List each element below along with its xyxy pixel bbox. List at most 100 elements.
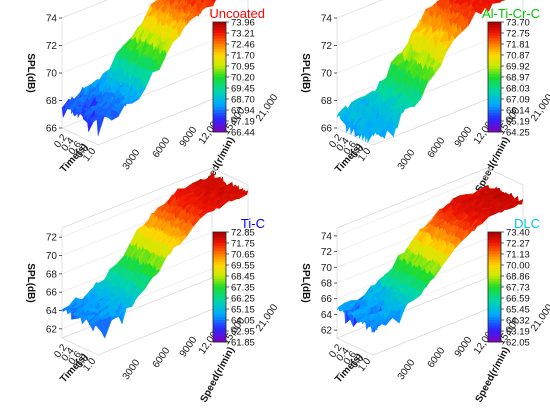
colorbar-segment xyxy=(213,265,226,268)
y-tick-label: 21,000 xyxy=(254,92,281,124)
colorbar-segment xyxy=(213,99,226,102)
colorbar-segment xyxy=(213,124,226,127)
z-tick-label: 64 xyxy=(321,310,333,321)
surface-cell xyxy=(124,305,132,309)
colorbar-segment xyxy=(213,268,226,271)
colorbar-segment xyxy=(488,238,501,241)
colorbar-segment xyxy=(213,235,226,238)
colorbar-segment xyxy=(488,249,501,252)
colorbar-tick-label: 71.13 xyxy=(506,249,530,260)
colorbar-segment xyxy=(213,249,226,252)
colorbar-tick-label: 68.86 xyxy=(506,271,530,282)
colorbar-segment xyxy=(488,72,501,75)
colorbar-tick-label: 62.95 xyxy=(231,326,255,337)
y-tick-label: 6000 xyxy=(151,345,173,370)
colorbar-segment xyxy=(213,47,226,50)
colorbar-segment xyxy=(488,276,501,279)
colorbar-segment xyxy=(213,118,226,121)
colorbar-segment xyxy=(488,83,501,86)
colorbar-tick-label: 70.20 xyxy=(231,72,255,83)
colorbar-tick-label: 66.25 xyxy=(231,293,255,304)
colorbar-tick-label: 69.55 xyxy=(231,260,255,271)
colorbar-segment xyxy=(213,94,226,97)
colorbar-segment xyxy=(488,235,501,238)
colorbar-tick-label: 63.19 xyxy=(506,326,530,337)
colorbar-tick-label: 67.73 xyxy=(506,282,530,293)
colorbar-segment xyxy=(213,328,226,331)
colorbar-tick-label: 69.45 xyxy=(231,83,255,94)
colorbar-segment xyxy=(488,268,501,271)
colorbar-segment xyxy=(488,80,501,83)
colorbar-segment xyxy=(488,118,501,121)
colorbar-segment xyxy=(213,44,226,47)
colorbar-segment xyxy=(213,271,226,274)
colorbar-segment xyxy=(213,116,226,119)
colorbar-segment xyxy=(213,30,226,33)
z-tick-label: 62 xyxy=(321,326,333,337)
colorbar-segment xyxy=(488,127,501,130)
y-tick-label: 9000 xyxy=(178,334,200,359)
colorbar-tick-label: 68.45 xyxy=(231,271,255,282)
colorbar-segment xyxy=(213,232,226,235)
colorbar-tick-label: 73.40 xyxy=(506,227,530,238)
colorbar-segment xyxy=(213,287,226,290)
colorbar-tick-label: 71.81 xyxy=(506,39,530,50)
surface-panel-1: 7472706866SPL(dB)0.20.40.60.81.0Time(s)2… xyxy=(25,0,281,194)
colorbar-segment xyxy=(488,77,501,80)
colorbar-tick-label: 64.05 xyxy=(231,315,255,326)
colorbar-segment xyxy=(213,63,226,66)
colorbar-segment xyxy=(213,284,226,287)
surface-panel-2: 7472706866SPL(dB)0.20.40.60.81.0Time(s)2… xyxy=(300,0,550,194)
colorbar-segment xyxy=(488,52,501,55)
colorbar-tick-label: 65.15 xyxy=(231,304,255,315)
colorbar-segment xyxy=(488,287,501,290)
colorbar-tick-label: 66.44 xyxy=(231,127,255,138)
z-tick-label: 68 xyxy=(321,279,333,290)
colorbar-segment xyxy=(213,334,226,337)
z-tick-label: 74 xyxy=(321,14,333,25)
colorbar-tick-label: 71.70 xyxy=(231,50,255,61)
colorbar-segment xyxy=(213,22,226,25)
colorbar-segment xyxy=(488,323,501,326)
colorbar-segment xyxy=(488,96,501,99)
colorbar-segment xyxy=(488,61,501,64)
colorbar-segment xyxy=(488,44,501,47)
colorbar-tick-label: 65.45 xyxy=(506,304,530,315)
colorbar-segment xyxy=(213,240,226,243)
colorbar-segment xyxy=(213,279,226,282)
colorbar-segment xyxy=(213,25,226,28)
colorbar-segment xyxy=(488,331,501,334)
colorbar-tick-label: 72.27 xyxy=(506,238,530,249)
colorbar-segment xyxy=(213,28,226,31)
y-tick-label: 9000 xyxy=(453,334,475,359)
z-axis-label: SPL(dB) xyxy=(300,263,311,302)
colorbar-segment xyxy=(488,124,501,127)
colorbar-segment xyxy=(488,58,501,61)
colorbar-tick-label: 69.92 xyxy=(506,61,530,72)
colorbar-segment xyxy=(488,55,501,58)
colorbar-segment xyxy=(488,317,501,320)
z-tick-label: 68 xyxy=(321,96,333,107)
colorbar-tick-label: 73.96 xyxy=(231,17,255,28)
colorbar-segment xyxy=(213,83,226,86)
colorbar-segment xyxy=(213,326,226,329)
colorbar-segment xyxy=(488,260,501,263)
colorbar-segment xyxy=(213,298,226,301)
colorbar-segment xyxy=(213,102,226,105)
colorbar-segment xyxy=(213,260,226,263)
colorbar-segment xyxy=(213,61,226,64)
colorbar-tick-label: 67.35 xyxy=(231,282,255,293)
colorbar-segment xyxy=(488,74,501,77)
z-axis-label: SPL(dB) xyxy=(300,53,311,92)
colorbar-segment xyxy=(488,262,501,265)
colorbar-segment xyxy=(213,301,226,304)
colorbar-segment xyxy=(488,121,501,124)
colorbar-segment xyxy=(488,315,501,318)
colorbar-tick-label: 62.05 xyxy=(506,337,530,348)
colorbar-segment xyxy=(488,320,501,323)
surface-cell xyxy=(406,106,414,109)
colorbar-tick-label: 66.14 xyxy=(506,105,530,116)
colorbar-tick-label: 70.00 xyxy=(506,260,530,271)
colorbar-tick-label: 66.59 xyxy=(506,293,530,304)
